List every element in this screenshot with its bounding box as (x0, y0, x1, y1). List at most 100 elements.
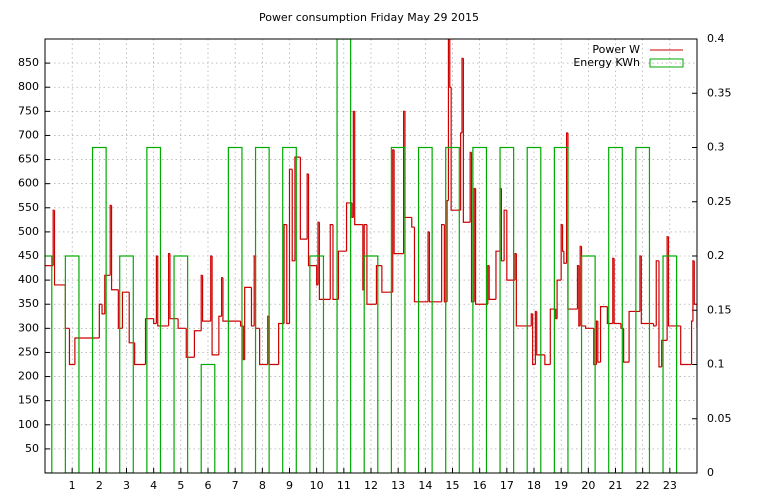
power-step (306, 173, 309, 240)
energy-box (227, 146, 243, 473)
power-step (640, 256, 654, 325)
power-step (68, 328, 75, 366)
power-step (185, 328, 195, 358)
power-step (503, 209, 507, 261)
power-step (597, 321, 601, 363)
energy-box (173, 255, 189, 473)
power-step (53, 210, 66, 286)
x-tick-label: 9 (286, 479, 293, 492)
power-step (404, 111, 412, 219)
energy-box (336, 39, 352, 473)
power-step (104, 274, 111, 314)
power-step (218, 315, 222, 355)
energy-box (64, 255, 80, 473)
y2-tick-label: 0.15 (707, 303, 732, 316)
power-step (153, 318, 157, 325)
power-step (690, 320, 693, 365)
y-tick-label: 800 (18, 80, 39, 93)
power-step (693, 260, 697, 305)
energy-box (445, 146, 460, 473)
x-tick-label: 22 (636, 479, 650, 492)
power-step (555, 309, 558, 320)
power-step (317, 221, 320, 285)
y-tick-label: 250 (18, 345, 39, 358)
x-tick-label: 7 (232, 479, 239, 492)
power-step (74, 337, 100, 365)
energy-box (91, 146, 107, 473)
x-tick-label: 19 (554, 479, 568, 492)
power-step (692, 260, 695, 322)
power-step (254, 256, 260, 329)
power-step (612, 257, 615, 324)
energy-box (608, 146, 623, 473)
y2-tick-label: 0.3 (707, 141, 725, 154)
power-step (64, 284, 70, 329)
power-step (428, 231, 442, 303)
y-tick-label: 450 (18, 249, 39, 262)
power-step (532, 313, 536, 366)
x-tick-label: 1 (69, 479, 76, 492)
power-step (447, 39, 450, 201)
power-step (566, 132, 568, 264)
y2-tick-label: 0.2 (707, 249, 725, 262)
x-tick-label: 8 (259, 479, 266, 492)
power-step (561, 224, 564, 252)
power-step (652, 323, 657, 327)
energy-box (526, 146, 542, 473)
energy-box (472, 146, 488, 473)
y-tick-label: 400 (18, 273, 39, 286)
x-tick-label: 15 (446, 479, 460, 492)
power-step (121, 291, 130, 329)
y2-tick-label: 0.1 (707, 358, 725, 371)
power-step (307, 174, 317, 267)
power-step (655, 260, 659, 326)
y-tick-label: 350 (18, 297, 39, 310)
power-step (98, 303, 103, 338)
x-tick-label: 17 (500, 479, 514, 492)
power-step (318, 222, 331, 300)
y-tick-label: 850 (18, 56, 39, 69)
power-step (500, 188, 505, 262)
x-tick-label: 11 (337, 479, 351, 492)
power-step (680, 325, 692, 366)
legend-label: Power W (592, 43, 640, 56)
energy-box (119, 255, 134, 473)
power-step (392, 149, 395, 293)
y-tick-label: 750 (18, 104, 39, 117)
energy-box (635, 146, 651, 473)
power-step (536, 311, 545, 356)
plot-frame (44, 38, 698, 474)
x-tick-label: 3 (123, 479, 130, 492)
x-tick-label: 21 (609, 479, 623, 492)
y-tick-label: 650 (18, 153, 39, 166)
power-step (244, 286, 252, 360)
power-step (544, 354, 551, 366)
power-step (403, 110, 405, 254)
power-step (613, 258, 621, 325)
power-step (157, 256, 169, 327)
power-step (288, 168, 293, 324)
x-tick-label: 4 (150, 479, 157, 492)
x-tick-label: 23 (663, 479, 677, 492)
power-step (666, 236, 669, 341)
x-tick-label: 18 (527, 479, 541, 492)
energy-box (200, 363, 216, 473)
y-tick-label: 300 (18, 321, 39, 334)
power-step (462, 58, 471, 223)
power-step (294, 156, 301, 261)
y2-tick-label: 0 (707, 466, 714, 479)
power-step (291, 169, 295, 262)
power-step (201, 275, 211, 322)
x-tick-label: 13 (391, 479, 405, 492)
power-step (506, 210, 515, 281)
power-step (446, 199, 449, 302)
power-step (658, 260, 662, 368)
power-step (299, 157, 308, 240)
x-tick-label: 6 (205, 479, 212, 492)
power-step (411, 217, 415, 228)
power-step (117, 289, 123, 329)
power-step (441, 224, 445, 302)
y-tick-label: 100 (18, 418, 39, 431)
power-step (366, 224, 377, 305)
y2-tick-label: 0.4 (707, 32, 725, 45)
